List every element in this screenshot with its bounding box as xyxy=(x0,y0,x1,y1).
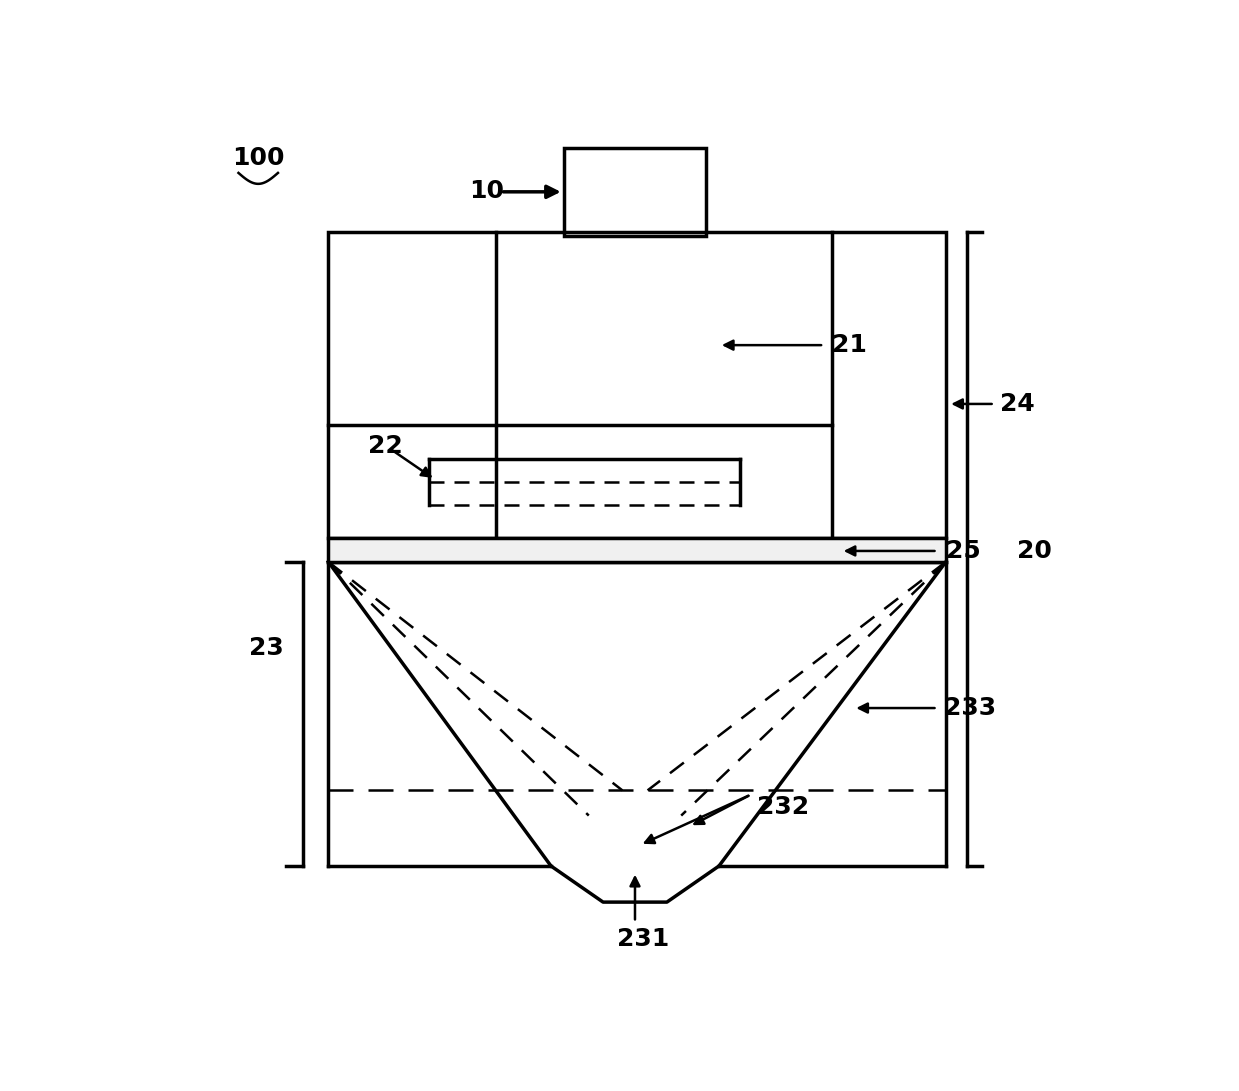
Text: 22: 22 xyxy=(368,434,403,458)
Text: 21: 21 xyxy=(833,333,867,357)
Bar xyxy=(328,538,945,562)
Text: 20: 20 xyxy=(1017,539,1052,563)
Text: 231: 231 xyxy=(617,927,669,951)
Text: 10: 10 xyxy=(468,179,504,203)
Text: 232: 232 xyxy=(757,795,809,819)
Text: 25: 25 xyxy=(945,539,980,563)
Text: 23: 23 xyxy=(249,636,284,660)
Text: 24: 24 xyxy=(1000,392,1035,416)
Bar xyxy=(564,147,706,236)
Text: 100: 100 xyxy=(232,146,284,170)
Bar xyxy=(328,231,945,538)
Text: 233: 233 xyxy=(944,696,996,720)
